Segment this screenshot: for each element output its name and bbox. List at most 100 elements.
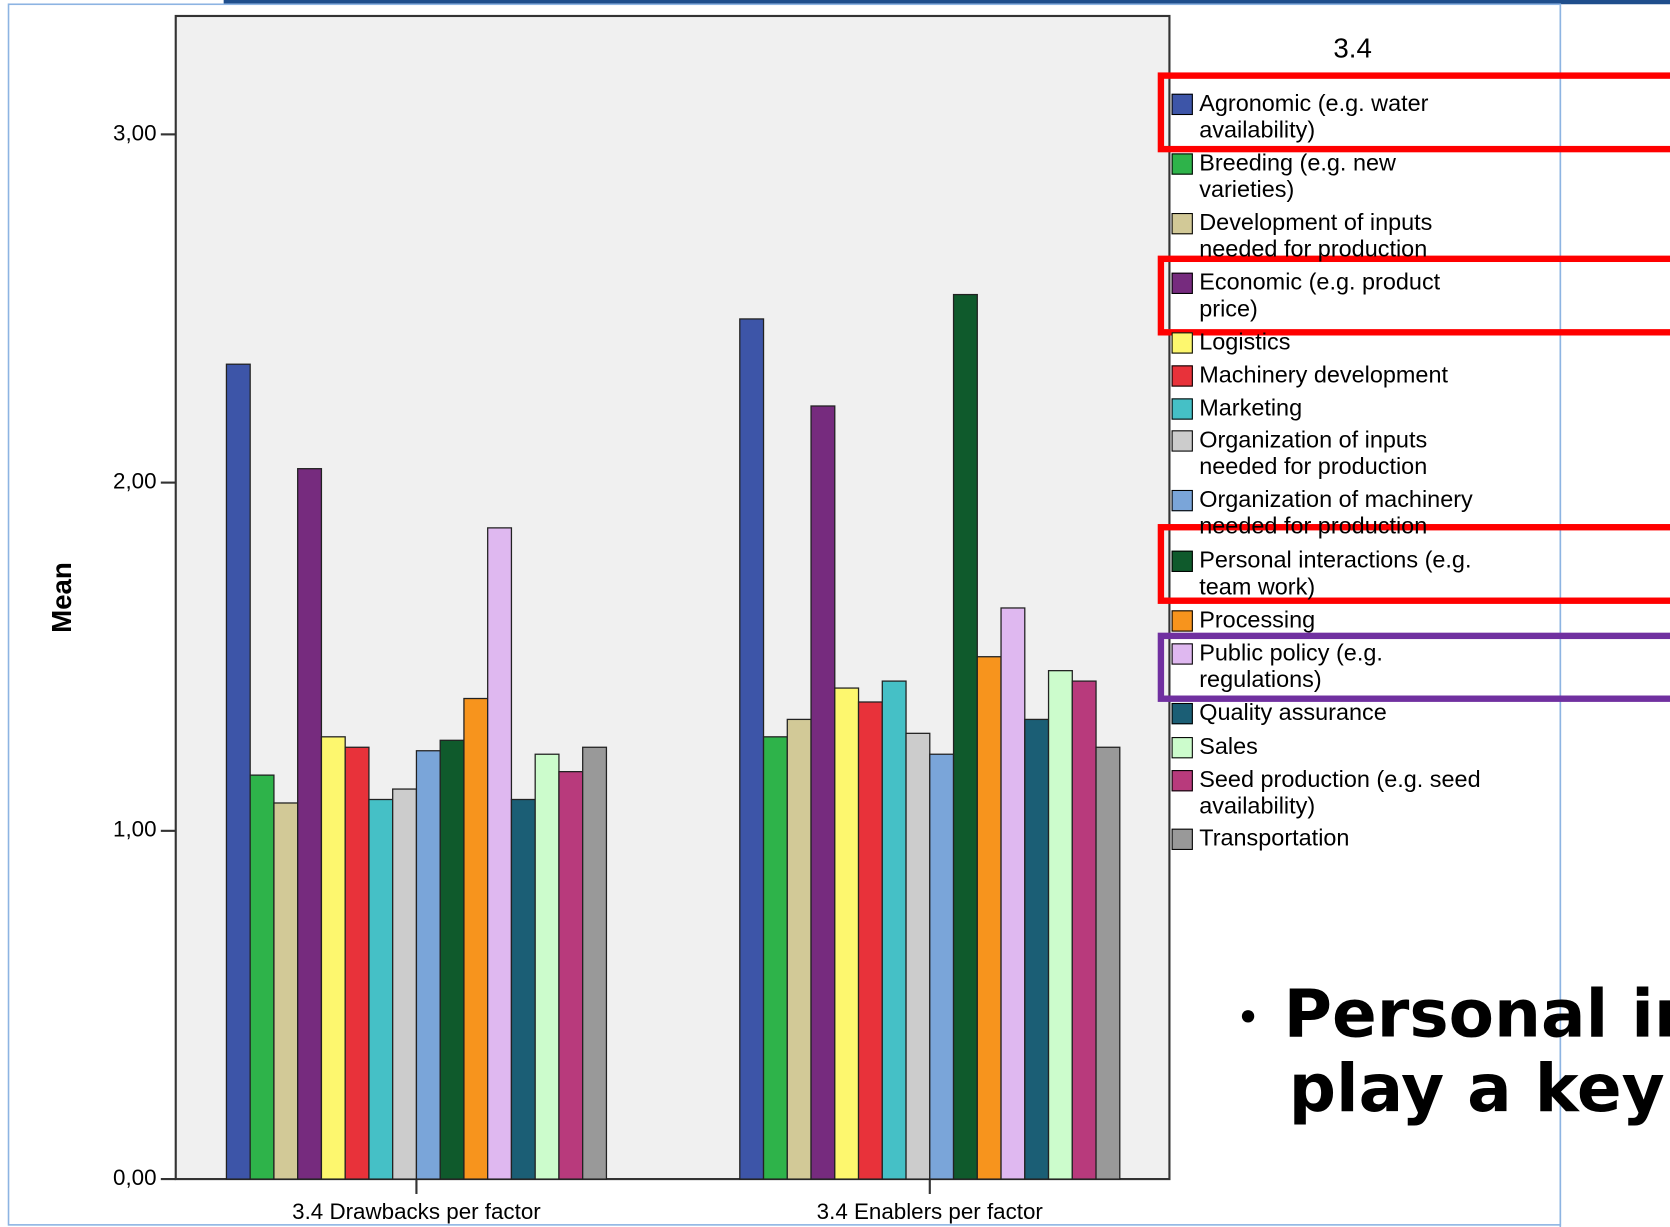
y-tick-label: 0,00 [113, 1165, 157, 1190]
legend-swatch [1171, 430, 1193, 452]
bar [1024, 718, 1050, 1180]
legend-item: Machinery development [1171, 361, 1492, 388]
bar [905, 732, 931, 1180]
bar [320, 736, 346, 1180]
slide-bullet-line: play a key [1288, 1049, 1665, 1127]
legend-label: Organization of inputs needed for produc… [1199, 426, 1428, 480]
bar [762, 736, 788, 1180]
legend-label: Economic (e.g. product price) [1199, 268, 1441, 322]
bar [739, 318, 765, 1180]
y-tick-label: 3,00 [113, 120, 157, 145]
bullet-text: Personal in [1283, 974, 1670, 1053]
legend-swatch [1171, 550, 1193, 572]
legend-swatch [1171, 489, 1193, 512]
legend-item: Processing [1171, 606, 1492, 633]
legend-swatch [1171, 610, 1193, 632]
bar [881, 680, 907, 1180]
legend-item: Quality assurance [1171, 698, 1492, 726]
bar [439, 739, 465, 1180]
legend-item: Personal interactions (e.g. team work) [1171, 546, 1492, 600]
legend-item: Breeding (e.g. new varieties) [1171, 149, 1492, 203]
legend-swatch [1171, 702, 1193, 725]
legend-label: Public policy (e.g. regulations) [1199, 639, 1383, 693]
legend-swatch [1171, 828, 1193, 850]
bar [249, 774, 275, 1180]
bar [392, 788, 418, 1180]
legend-item: Seed production (e.g. seed availability) [1171, 765, 1492, 820]
y-axis-label: Mean [46, 562, 77, 633]
bar [415, 750, 441, 1180]
legend-label: Machinery development [1199, 361, 1449, 388]
bar [487, 527, 513, 1180]
legend-item: Sales [1171, 732, 1492, 760]
legend-swatch [1171, 643, 1193, 665]
bar [463, 697, 489, 1180]
highlight-box [1157, 524, 1670, 604]
highlight-box [1157, 632, 1670, 702]
bar [368, 798, 394, 1180]
legend-swatch [1171, 332, 1193, 354]
bar [1071, 680, 1097, 1180]
bar [344, 746, 370, 1180]
bar [1000, 607, 1026, 1180]
y-tick-label: 1,00 [113, 817, 157, 842]
legend-item: Marketing [1171, 394, 1492, 421]
legend-label: Logistics [1199, 328, 1291, 355]
x-tick-label: 3.4 Enablers per factor [817, 1199, 1044, 1224]
legend-label: Agronomic (e.g. water availability) [1199, 89, 1429, 143]
legend-label: Seed production (e.g. seed availability) [1199, 765, 1481, 820]
bar [929, 753, 955, 1180]
highlight-box [1157, 72, 1670, 153]
legend-item: Organization of inputs needed for produc… [1171, 426, 1492, 480]
legend-item: Logistics [1171, 328, 1492, 355]
bar [225, 363, 251, 1180]
bar [582, 746, 608, 1180]
legend-swatch [1171, 737, 1193, 759]
legend-label: Marketing [1199, 394, 1303, 421]
legend-item: Organization of machinery needed for pro… [1171, 485, 1492, 539]
legend-label: Sales [1199, 732, 1258, 760]
legend-label: Personal interactions (e.g. team work) [1199, 546, 1472, 600]
bar [297, 468, 323, 1180]
legend-swatch [1171, 398, 1193, 420]
legend-item: Economic (e.g. product price) [1171, 268, 1492, 322]
legend-label: Organization of machinery needed for pro… [1199, 485, 1473, 539]
bar [273, 802, 299, 1180]
legend-label: Processing [1199, 606, 1316, 633]
bar [558, 771, 584, 1180]
bar [534, 753, 560, 1180]
annotations [1157, 72, 1670, 702]
bar [510, 798, 536, 1180]
highlight-box [1157, 255, 1670, 336]
y-tick-label: 2,00 [113, 469, 157, 494]
legend-item: Development of inputs needed for product… [1171, 208, 1492, 263]
legend-swatch [1171, 770, 1193, 792]
legend-item: Public policy (e.g. regulations) [1171, 639, 1492, 693]
bar [834, 687, 860, 1180]
legend-label: Quality assurance [1199, 698, 1387, 726]
legend-label: Development of inputs needed for product… [1199, 208, 1433, 263]
legend-swatch [1171, 213, 1193, 235]
bar [1047, 670, 1073, 1180]
bar [810, 405, 836, 1180]
legend-swatch [1171, 365, 1193, 387]
bar [976, 656, 1002, 1180]
bar [952, 293, 978, 1180]
legend-label: Breeding (e.g. new varieties) [1199, 149, 1396, 203]
bar [1095, 746, 1121, 1180]
x-tick-label: 3.4 Drawbacks per factor [292, 1199, 541, 1224]
legend-item: Transportation [1171, 824, 1492, 852]
legend-title: 3.4 [1333, 32, 1371, 63]
bar [786, 718, 812, 1180]
legend-label: Transportation [1199, 824, 1350, 852]
slide-bullet: • Personal in [1235, 975, 1670, 1053]
bullet: • [1235, 993, 1261, 1043]
legend-swatch [1171, 272, 1193, 294]
legend-swatch [1171, 93, 1193, 116]
legend-item: Agronomic (e.g. water availability) [1171, 89, 1492, 143]
legend-swatch [1171, 153, 1193, 175]
bar [857, 701, 883, 1180]
